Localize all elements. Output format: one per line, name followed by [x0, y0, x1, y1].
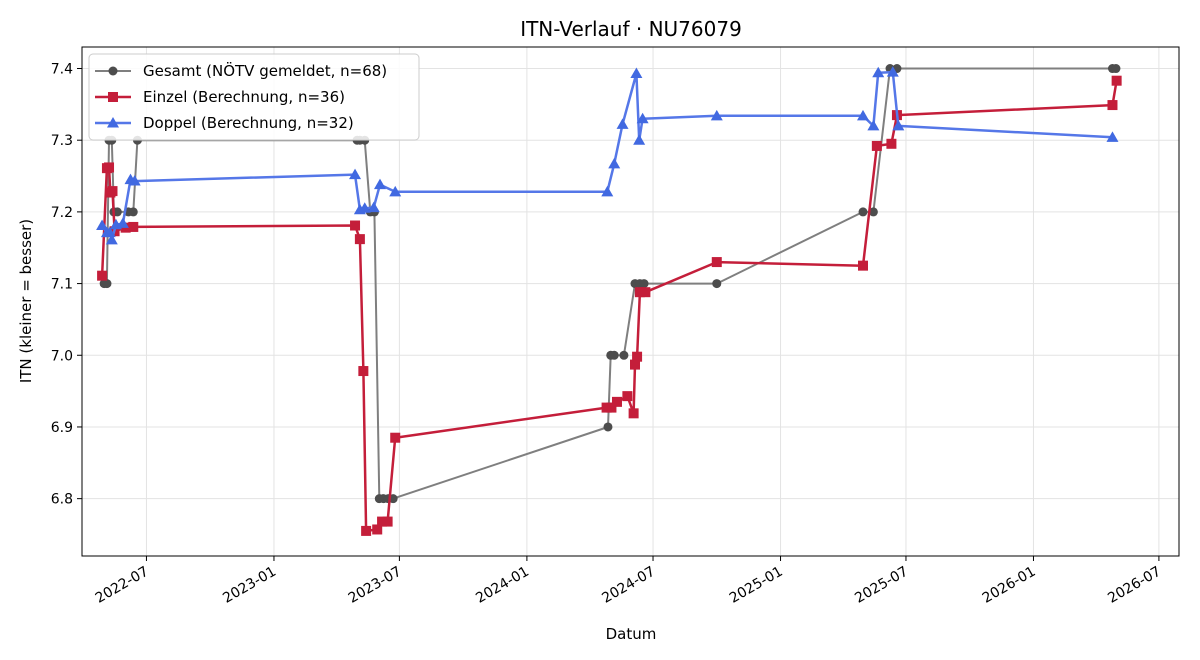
y-tick-label: 7.1: [51, 277, 73, 293]
data-point: [354, 234, 365, 245]
data-point: [377, 516, 388, 527]
data-point: [871, 140, 882, 151]
data-point: [640, 287, 651, 298]
legend-label: Doppel (Berechnung, n=32): [143, 114, 354, 132]
y-axis: 6.8 6.9 7.0 7.1 7.2 7.3 7.4: [51, 62, 82, 508]
data-point: [634, 287, 645, 298]
data-point: [1111, 64, 1121, 74]
data-point: [886, 66, 899, 77]
data-point: [611, 396, 622, 407]
data-point: [1106, 131, 1119, 142]
chart-title: ITN-Verlauf · NU76079: [520, 17, 742, 41]
data-point: [128, 221, 139, 232]
y-tick-label: 6.8: [51, 492, 73, 508]
plot-frame: [81, 46, 1180, 557]
data-point: [389, 185, 402, 197]
data-point: [630, 359, 641, 370]
data-point: [616, 118, 629, 129]
x-axis-label: Datum: [606, 625, 657, 643]
y-tick-label: 7.0: [51, 348, 73, 364]
data-point: [868, 207, 878, 217]
data-point: [373, 178, 386, 190]
data-point: [350, 220, 361, 231]
data-point: [128, 175, 141, 186]
data-point: [856, 109, 869, 121]
data-point: [601, 185, 614, 197]
data-point: [112, 207, 122, 217]
legend-item: Einzel (Berechnung, n=36): [95, 88, 345, 106]
data-point: [603, 422, 613, 432]
data-point: [630, 67, 643, 79]
data-point: [96, 219, 109, 231]
data-point: [382, 516, 393, 527]
data-point: [711, 257, 722, 268]
data-point: [712, 279, 722, 289]
data-point: [886, 138, 897, 149]
data-point: [628, 408, 639, 419]
legend-item: Gesamt (NÖTV gemeldet, n=68): [95, 61, 387, 80]
legend-box: [88, 53, 420, 141]
data-point: [639, 279, 649, 289]
legend-item: Doppel (Berechnung, n=32): [95, 114, 354, 132]
data-point: [105, 233, 118, 245]
y-tick-label: 7.4: [51, 62, 73, 78]
data-point: [349, 168, 362, 180]
legend-swatch-marker: [108, 66, 118, 76]
y-axis-label: ITN (kleiner = besser): [17, 219, 35, 383]
data-point: [619, 350, 629, 360]
legend-label: Gesamt (NÖTV gemeldet, n=68): [143, 61, 387, 80]
data-point: [107, 186, 118, 197]
data-point: [390, 432, 401, 443]
data-point: [97, 270, 108, 281]
data-point: [608, 157, 621, 169]
data-point: [104, 162, 115, 173]
y-tick-label: 7.2: [51, 205, 73, 221]
data-point: [358, 366, 369, 377]
data-point: [103, 226, 116, 238]
data-point: [632, 351, 643, 362]
data-point: [361, 525, 372, 536]
data-point: [636, 112, 649, 124]
data-point: [710, 109, 723, 121]
data-point: [867, 119, 880, 131]
data-point: [128, 207, 138, 217]
data-point: [633, 134, 646, 145]
y-tick-label: 7.3: [51, 133, 73, 149]
data-point: [892, 119, 905, 131]
y-tick-label: 6.9: [51, 420, 73, 436]
data-point: [857, 260, 868, 271]
data-point: [609, 350, 619, 360]
data-point: [1111, 75, 1122, 86]
data-point: [622, 391, 633, 402]
data-point: [116, 217, 129, 228]
legend-swatch-marker: [108, 92, 118, 102]
legend-label: Einzel (Berechnung, n=36): [143, 88, 345, 106]
data-point: [872, 66, 885, 78]
data-point: [372, 524, 383, 535]
legend: Gesamt (NÖTV gemeldet, n=68) Einzel (Bere…: [88, 53, 420, 141]
legend-swatch-marker: [107, 117, 119, 128]
series-2: [96, 66, 1119, 245]
data-point: [367, 201, 380, 213]
data-point: [1107, 100, 1118, 111]
data-point: [858, 207, 868, 217]
data-point: [606, 402, 617, 413]
data-point: [102, 279, 112, 289]
data-point: [358, 202, 371, 213]
